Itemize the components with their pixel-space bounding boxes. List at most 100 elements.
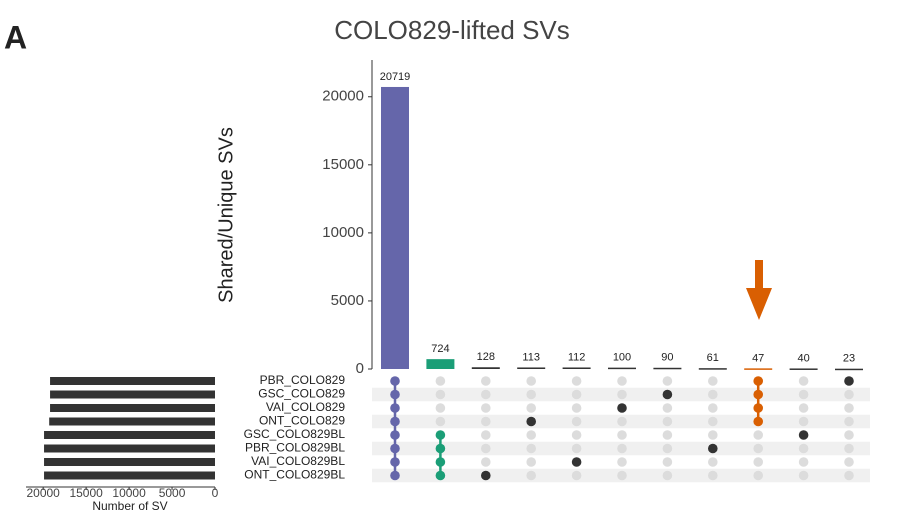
y-tick-label: 0 [356,360,364,377]
set-label: GSC_COLO829BL [244,427,346,441]
matrix-dot-empty [481,376,491,386]
bar-value-label: 724 [431,343,449,355]
matrix-dot-empty [753,443,763,454]
matrix-dot-empty [844,389,854,400]
matrix-dot-empty [708,457,718,467]
bar-value-label: 90 [661,352,673,364]
x-tick-label: 5000 [159,486,186,500]
matrix-dot-empty [435,416,446,427]
matrix-dot [753,416,763,427]
set-label: ONT_COLO829 [259,414,345,428]
matrix-dot-empty [571,470,582,481]
matrix-dot-empty [844,443,854,454]
set-bar [44,431,215,439]
matrix-dot-empty [526,389,536,400]
set-label: PBR_COLO829BL [245,441,345,455]
matrix-dot-empty [617,470,627,481]
set-bar [49,417,216,426]
matrix-dot [708,443,718,454]
matrix-dot-empty [662,416,673,427]
matrix-dot-empty [708,389,718,400]
matrix-dot-empty [798,470,809,481]
bar-value-label: 61 [707,352,719,364]
x-axis-label: Number of SV [92,499,167,513]
matrix-dot-empty [481,416,491,427]
matrix-dot-empty [844,416,854,427]
matrix-dot-empty [435,389,446,400]
bar-value-label: 112 [568,351,586,363]
set-label: VAI_COLO829BL [251,454,345,468]
matrix-dot-empty [753,470,763,481]
matrix-dot-empty [526,430,536,440]
matrix-dot-empty [844,403,854,413]
matrix-dot-empty [617,389,627,400]
matrix-dot-empty [844,470,854,481]
matrix-dot [481,470,491,481]
bar [835,368,863,371]
matrix-dot-empty [526,443,536,454]
matrix-dot [390,376,400,386]
matrix-dot-empty [617,430,627,440]
bar-value-label: 47 [752,352,764,364]
set-bar [50,390,215,399]
x-tick-label: 15000 [69,486,103,500]
bar [608,367,636,370]
matrix-dot [435,443,446,454]
set-bar [50,377,215,385]
panel-label: A [4,19,27,55]
matrix-dot [435,457,446,467]
matrix-dot-empty [481,430,491,440]
chart-title: COLO829-lifted SVs [334,15,570,45]
matrix-dot-empty [798,457,809,467]
matrix-dot [753,389,763,400]
bar [426,359,455,369]
matrix-dot [435,430,446,440]
matrix-dot-empty [481,443,491,454]
matrix-dot-empty [708,470,718,481]
x-tick-label: 10000 [112,486,146,500]
bar [471,367,500,369]
matrix-dot-empty [617,376,627,386]
set-label: PBR_COLO829 [260,373,346,387]
matrix-dot-empty [844,457,854,467]
y-tick-label: 10000 [322,224,364,241]
matrix-dot-empty [481,457,491,467]
matrix-dot-empty [571,430,582,440]
matrix-dot [390,416,400,427]
bar [744,368,773,370]
matrix-dot-empty [571,416,582,427]
matrix-dot-empty [844,430,854,440]
matrix-dot-empty [526,457,536,467]
matrix-dot [571,457,582,467]
y-tick-label: 20000 [322,88,364,105]
set-bar [44,471,215,480]
matrix-dot-empty [571,403,582,413]
y-axis-label: Shared/Unique SVs [215,127,237,303]
matrix-dot-empty [435,376,446,386]
matrix-dot-empty [526,403,536,413]
set-label: ONT_COLO829BL [244,468,345,482]
set-label: GSC_COLO829 [258,387,345,401]
set-label: VAI_COLO829 [266,400,345,414]
matrix-dot-empty [662,430,673,440]
matrix-dot-empty [481,389,491,400]
matrix-dot [390,430,400,440]
matrix-dot-empty [617,443,627,454]
matrix-dot-empty [571,443,582,454]
matrix-dot [798,430,809,440]
bar-value-label: 128 [477,351,495,363]
set-bar [50,404,215,412]
matrix-dot [844,376,854,386]
matrix-dot [390,443,400,454]
matrix-dot-empty [617,416,627,427]
matrix-dot-empty [662,443,673,454]
bar-value-label: 20719 [380,71,411,83]
matrix-dot [390,403,400,413]
matrix-dot-empty [753,457,763,467]
set-bar [44,444,215,453]
matrix-dot-empty [708,376,718,386]
y-tick-label: 15000 [322,156,364,173]
matrix-dot-empty [798,443,809,454]
x-tick-label: 20000 [26,486,60,500]
